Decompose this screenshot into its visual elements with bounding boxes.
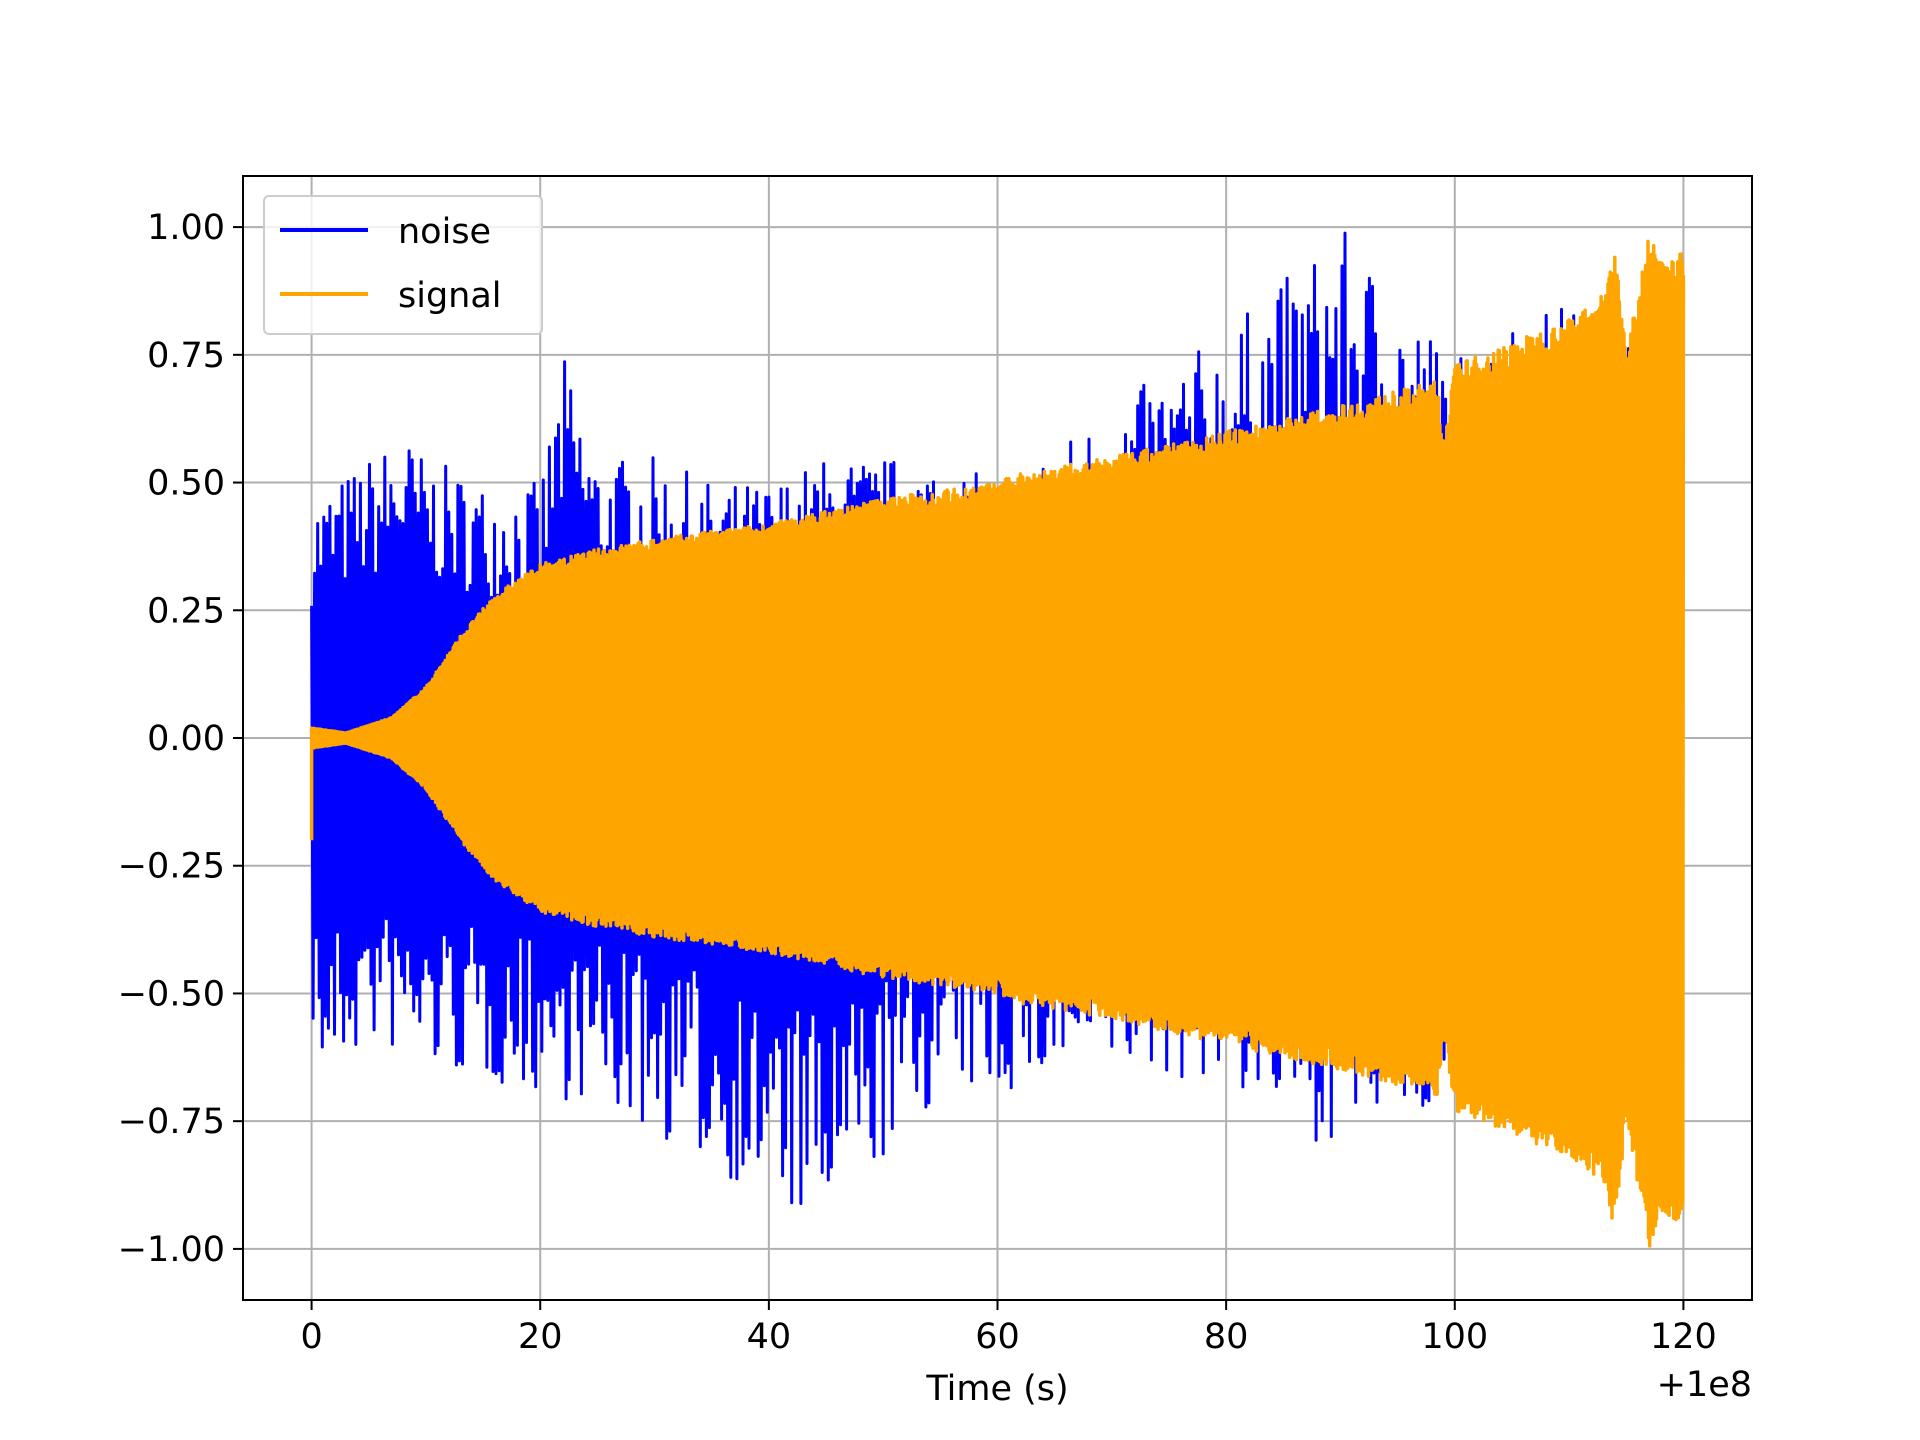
x-tick-label: 60 [975,1317,1020,1357]
y-tick-label: 0.75 [147,336,225,376]
y-tick-label: −0.25 [118,847,225,887]
y-tick-label: 1.00 [147,208,225,248]
x-axis-ticks: 0 20 40 60 80 100 120 [300,1300,1717,1357]
y-tick-label: 0.00 [147,719,225,759]
legend-signal-label: signal [398,276,502,316]
x-tick-label: 0 [300,1317,322,1357]
x-tick-label: 40 [747,1317,792,1357]
x-tick-label: 120 [1650,1317,1717,1357]
x-tick-label: 80 [1204,1317,1249,1357]
y-axis-ticks: 1.00 0.75 0.50 0.25 0.00 −0.25 −0.50 −0.75 −1.00 [118,208,243,1270]
y-tick-label: 0.25 [147,591,225,631]
y-tick-label: 0.50 [147,464,225,504]
legend: noise signal [263,195,543,335]
y-tick-label: −0.50 [118,974,225,1014]
x-tick-label: 100 [1421,1317,1488,1357]
x-axis-offset-label: +1e8 [1657,1365,1752,1405]
x-axis-label: Time (s) [925,1369,1068,1409]
y-tick-label: −0.75 [118,1102,225,1142]
signal-line [309,239,1686,1248]
legend-noise-label: noise [398,212,491,252]
signal-series [309,239,1686,1248]
y-tick-label: −1.00 [118,1230,225,1270]
x-tick-label: 20 [518,1317,563,1357]
